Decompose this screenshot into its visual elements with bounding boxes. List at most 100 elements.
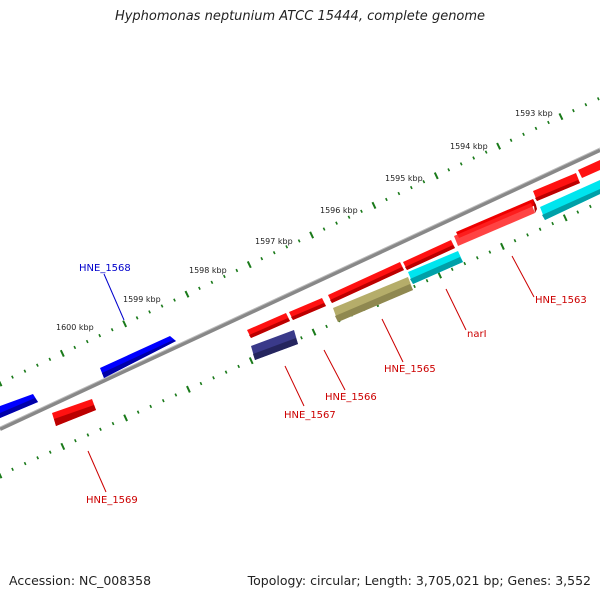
scale-label-1593: 1593 kbp bbox=[515, 109, 553, 118]
scale-tick bbox=[547, 120, 550, 125]
scale-tick bbox=[248, 357, 254, 365]
scale-tick bbox=[136, 410, 140, 414]
scale-tick bbox=[224, 370, 228, 374]
scale-tick bbox=[558, 112, 564, 121]
scale-tick bbox=[85, 339, 89, 344]
scale-tick bbox=[36, 363, 39, 367]
scale-tick bbox=[186, 385, 191, 393]
scale-tick bbox=[347, 215, 351, 219]
scale-tick bbox=[385, 197, 388, 202]
scale-tick bbox=[174, 393, 178, 397]
gene-label-hne-1566: HNE_1566 bbox=[325, 392, 377, 403]
gene-narI[interactable] bbox=[408, 251, 463, 284]
scale-tick bbox=[584, 103, 588, 107]
scale-tick bbox=[311, 328, 317, 336]
scale-tick bbox=[472, 156, 476, 160]
scale-tick bbox=[450, 267, 454, 271]
scale-tick bbox=[509, 138, 513, 142]
scale-tick bbox=[98, 333, 102, 338]
inner-scale-ticks bbox=[0, 204, 592, 479]
gene-forward-2[interactable] bbox=[578, 160, 600, 178]
scale-tick bbox=[149, 404, 153, 409]
scale-tick bbox=[73, 345, 77, 350]
scale-tick bbox=[210, 280, 214, 285]
scale-label-1597: 1597 kbp bbox=[255, 237, 293, 246]
scale-tick bbox=[110, 328, 114, 332]
scale-tick bbox=[237, 364, 241, 369]
gene-blue-left[interactable] bbox=[0, 394, 38, 418]
scale-tick bbox=[0, 472, 3, 479]
scale-tick bbox=[74, 439, 77, 443]
gene-hne-1566-fwd[interactable] bbox=[289, 298, 326, 320]
scale-tick bbox=[513, 238, 517, 243]
scale-tick bbox=[335, 221, 338, 225]
scale-tick bbox=[135, 316, 139, 320]
gene-label-hne-1568: HNE_1568 bbox=[79, 263, 131, 274]
scale-tick bbox=[272, 251, 276, 255]
scale-tick bbox=[297, 239, 301, 243]
scale-label-1595: 1595 kbp bbox=[385, 174, 423, 183]
genome-backbone bbox=[0, 148, 600, 431]
scale-tick bbox=[459, 162, 463, 166]
scale-tick bbox=[475, 256, 479, 260]
scale-tick bbox=[48, 450, 52, 454]
scale-tick bbox=[538, 227, 542, 231]
gene-label-hne-1565: HNE_1565 bbox=[384, 364, 436, 375]
gene-forward-1[interactable] bbox=[533, 173, 580, 201]
map-title: Hyphomonas neptunium ATCC 15444, complet… bbox=[114, 9, 486, 24]
scale-tick bbox=[522, 132, 525, 137]
gene-hne-1567[interactable] bbox=[251, 330, 298, 360]
scale-tick bbox=[447, 168, 451, 172]
scale-tick bbox=[160, 304, 164, 308]
scale-tick bbox=[488, 250, 492, 254]
scale-label-1599: 1599 kbp bbox=[123, 295, 161, 304]
scale-tick bbox=[184, 290, 190, 298]
scale-tick bbox=[161, 399, 165, 403]
scale-tick bbox=[422, 179, 426, 184]
scale-tick bbox=[246, 260, 252, 269]
scale-tick bbox=[484, 150, 488, 154]
outer-scale-ticks bbox=[0, 97, 600, 387]
topology-summary: Topology: circular; Length: 3,705,021 bp… bbox=[247, 573, 591, 588]
gene-label-hne-1569: HNE_1569 bbox=[86, 495, 138, 506]
scale-tick bbox=[86, 433, 90, 437]
gene-cyan-1[interactable] bbox=[540, 180, 600, 220]
scale-tick bbox=[309, 231, 315, 239]
scale-tick bbox=[572, 108, 575, 113]
gene-hne-1569[interactable] bbox=[52, 399, 96, 426]
gene-label-narI: narI bbox=[467, 329, 487, 340]
gene-label-hne-1567: HNE_1567 bbox=[284, 410, 336, 421]
gene-hne-1563[interactable] bbox=[454, 199, 537, 246]
scale-tick bbox=[123, 414, 128, 422]
scale-tick bbox=[437, 271, 442, 279]
scale-tick bbox=[48, 357, 52, 362]
scale-tick bbox=[576, 210, 580, 214]
scale-tick bbox=[212, 376, 215, 380]
scale-tick bbox=[409, 185, 413, 190]
scale-tick bbox=[260, 256, 264, 261]
scale-tick bbox=[173, 298, 176, 302]
gene-hne-1565[interactable] bbox=[333, 277, 413, 322]
gene-hne-1567-fwd[interactable] bbox=[247, 313, 290, 338]
scale-tick bbox=[148, 310, 151, 314]
gene-forward-3[interactable] bbox=[403, 240, 455, 270]
gene-forward-4[interactable] bbox=[328, 262, 404, 303]
scale-tick bbox=[500, 242, 505, 250]
scale-tick bbox=[425, 278, 429, 283]
scale-tick bbox=[11, 375, 14, 379]
scale-tick bbox=[11, 467, 14, 471]
scale-label-1594: 1594 kbp bbox=[450, 142, 488, 151]
scale-tick bbox=[325, 324, 328, 329]
scale-tick bbox=[360, 209, 363, 213]
scale-tick bbox=[285, 245, 289, 249]
gene-hne-1568[interactable] bbox=[100, 336, 176, 378]
scale-tick bbox=[60, 442, 66, 451]
scale-tick bbox=[199, 381, 203, 386]
scale-tick bbox=[433, 172, 439, 180]
scale-tick bbox=[99, 427, 102, 431]
scale-label-1600: 1600 kbp bbox=[56, 323, 94, 332]
scale-tick bbox=[589, 204, 592, 209]
scale-tick bbox=[322, 227, 326, 231]
scale-tick bbox=[463, 261, 467, 266]
scale-tick bbox=[397, 191, 401, 196]
